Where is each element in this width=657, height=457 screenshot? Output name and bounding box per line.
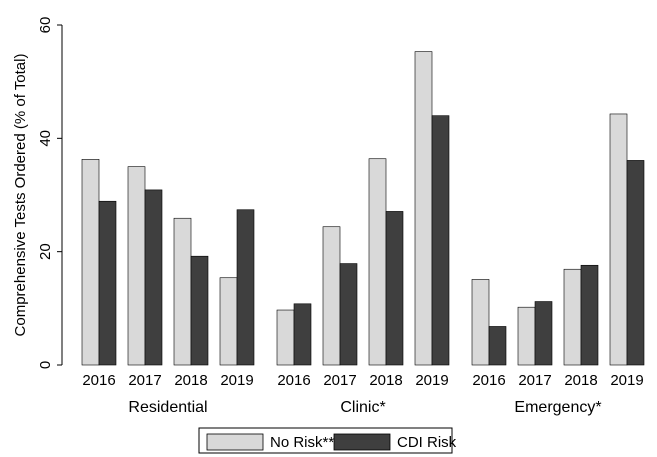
bar-residential-2016-no-risk <box>81 159 100 366</box>
bar-residential-2019-no-risk <box>219 277 238 366</box>
group-label-residential: Residential <box>128 399 207 416</box>
bar-residential-2016-cdi-risk <box>98 200 117 366</box>
bar-clinic-2016-no-risk <box>276 309 295 366</box>
bar-clinic-2019-no-risk <box>414 51 433 366</box>
x-tick-label-emergency-2017: 2017 <box>518 372 551 389</box>
bar-clinic-2018-cdi-risk <box>385 211 404 366</box>
bar-emergency-2019-no-risk <box>609 113 628 366</box>
bar-emergency-2018-cdi-risk <box>580 264 599 366</box>
legend-label-cdi-risk: CDI Risk <box>397 434 457 451</box>
y-axis-title: Comprehensive Tests Ordered (% of Total) <box>12 54 29 337</box>
x-tick-label-clinic-2019: 2019 <box>415 372 448 389</box>
bar-residential-2018-cdi-risk <box>190 255 209 366</box>
bar-clinic-2016-cdi-risk <box>293 303 312 366</box>
y-tick-label-60: 60 <box>37 17 54 34</box>
bar-clinic-2017-no-risk <box>322 226 341 366</box>
bar-emergency-2016-no-risk <box>471 279 490 366</box>
legend-swatch-cdi-risk <box>333 433 391 451</box>
y-tick-label-0: 0 <box>37 361 54 369</box>
legend-swatch-no-risk <box>206 433 264 451</box>
x-tick-label-residential-2017: 2017 <box>128 372 161 389</box>
bar-residential-2017-no-risk <box>127 166 146 366</box>
bar-emergency-2017-cdi-risk <box>534 301 553 366</box>
bars-layer <box>81 51 645 366</box>
x-tick-label-clinic-2018: 2018 <box>369 372 402 389</box>
x-tick-label-emergency-2019: 2019 <box>610 372 643 389</box>
group-label-emergency: Emergency* <box>514 399 601 416</box>
bar-emergency-2019-cdi-risk <box>626 160 645 366</box>
bar-residential-2019-cdi-risk <box>236 209 255 366</box>
bar-residential-2018-no-risk <box>173 217 192 366</box>
x-tick-label-clinic-2016: 2016 <box>277 372 310 389</box>
group-label-clinic: Clinic* <box>340 399 385 416</box>
legend-label-no-risk: No Risk** <box>270 434 334 451</box>
y-tick-label-40: 40 <box>37 130 54 147</box>
bar-emergency-2017-no-risk <box>517 306 536 366</box>
bar-residential-2017-cdi-risk <box>144 189 163 366</box>
bar-emergency-2016-cdi-risk <box>488 326 507 366</box>
x-tick-labels: 2016 2017 2018 2019 2016 2017 2018 2019 2016 2017… <box>82 372 643 389</box>
bar-clinic-2018-no-risk <box>368 158 387 366</box>
x-tick-label-clinic-2017: 2017 <box>323 372 356 389</box>
legend: No Risk** CDI Risk <box>198 427 457 454</box>
x-tick-label-emergency-2016: 2016 <box>472 372 505 389</box>
x-tick-label-residential-2019: 2019 <box>220 372 253 389</box>
x-tick-label-residential-2016: 2016 <box>82 372 115 389</box>
y-tick-label-20: 20 <box>37 243 54 260</box>
group-labels: Residential Clinic* Emergency* <box>128 399 601 416</box>
bar-emergency-2018-no-risk <box>563 268 582 366</box>
bar-clinic-2017-cdi-risk <box>339 263 358 366</box>
x-tick-label-residential-2018: 2018 <box>174 372 207 389</box>
x-tick-label-emergency-2018: 2018 <box>564 372 597 389</box>
bar-clinic-2019-cdi-risk <box>431 115 450 366</box>
y-axis: 0 20 40 60 <box>37 17 63 369</box>
